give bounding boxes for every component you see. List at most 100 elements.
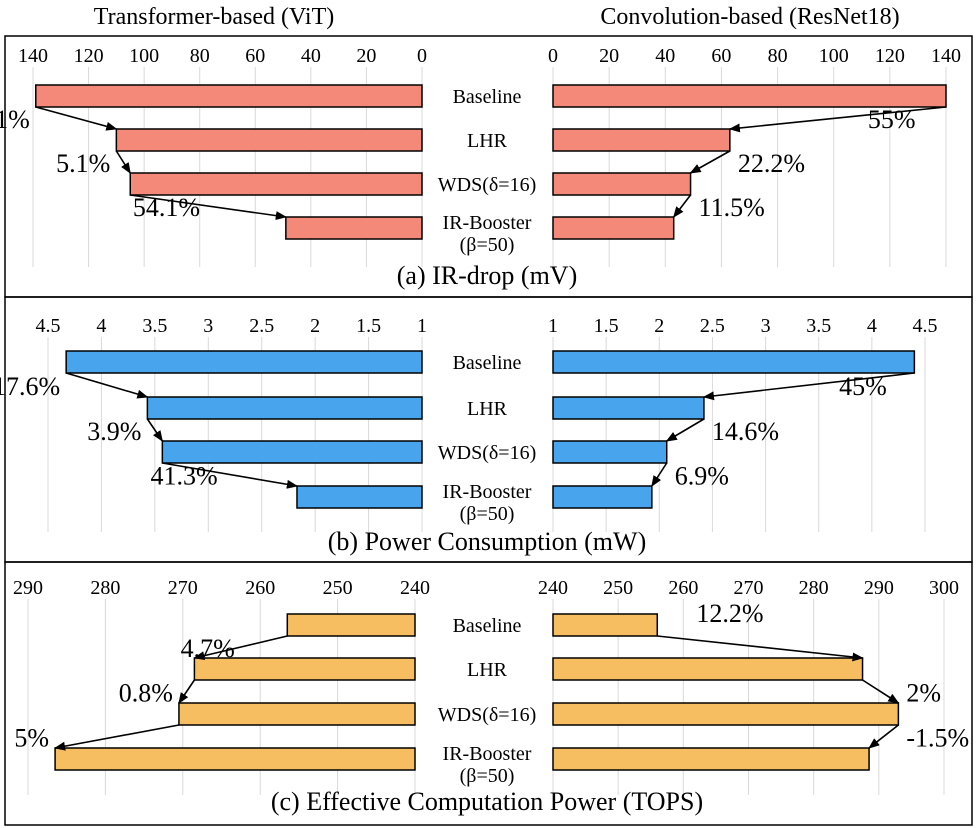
left-change-label: 0.8%: [119, 679, 173, 708]
left-tick-label: 240: [400, 577, 430, 599]
right-tick-label: 4.5: [913, 315, 938, 337]
left-change-arrow: [162, 462, 299, 489]
left-bar-2: [161, 440, 423, 464]
left-tick-label: 290: [13, 577, 43, 599]
left-change-label: 4.7%: [181, 634, 235, 663]
left-bar-0: [286, 613, 416, 637]
left-bar-0: [65, 350, 423, 374]
right-bar-2: [552, 172, 692, 196]
right-bar-0: [552, 84, 947, 108]
left-tick-label: 4.5: [36, 315, 61, 337]
left-change-arrow: [178, 679, 196, 704]
right-change-label: 2%: [906, 679, 941, 708]
right-change-arrow: [862, 679, 900, 704]
category-label: Baseline: [453, 86, 522, 108]
panel-1: 4.5 4 3.5 3 2.5 2 1.5 1 17.6% 3.9% 41.3% 1 1.5 2 2.5 3 3…: [0, 296, 973, 563]
right-tick-label: 3.5: [806, 315, 831, 337]
category-label-sub: (β=50): [460, 765, 515, 787]
right-change-arrow: [673, 194, 692, 218]
right-tick-label: 2.5: [700, 315, 725, 337]
category-label: WDS(δ=16): [438, 174, 536, 196]
left-tick-label: 1: [417, 315, 427, 337]
left-change-arrow: [115, 150, 131, 174]
right-tick-label: 270: [734, 577, 764, 599]
right-tick-label: 260: [668, 577, 698, 599]
right-tick-label: 300: [929, 577, 959, 599]
category-label: IR-Booster: [443, 743, 532, 765]
panel-2: 290 280 270 260 250 240 4.7% 0.8% 5% 240 250 260 270…: [4, 561, 973, 826]
left-bar-2: [178, 702, 416, 726]
right-change-arrow: [657, 635, 864, 662]
right-change-arrow: [702, 372, 915, 401]
left-bar-3: [54, 747, 416, 771]
right-change-label: 12.2%: [696, 599, 763, 628]
category-label: LHR: [467, 130, 508, 152]
right-change-label: 6.9%: [675, 462, 729, 491]
left-tick-label: 40: [301, 45, 321, 67]
right-change-arrow: [728, 106, 947, 133]
category-label: Baseline: [453, 352, 522, 374]
category-label-sub: (β=50): [460, 503, 515, 525]
right-change-label: 45%: [839, 372, 887, 401]
panel-border: [4, 561, 973, 826]
left-tick-label: 80: [190, 45, 210, 67]
right-bar-3: [552, 747, 870, 771]
right-tick-label: 80: [768, 45, 788, 67]
left-tick-label: 280: [90, 577, 120, 599]
category-label: LHR: [467, 659, 508, 681]
right-change-label: 14.6%: [712, 417, 779, 446]
left-bar-1: [193, 657, 416, 681]
left-tick-label: 270: [168, 577, 198, 599]
left-bar-1: [115, 128, 423, 152]
right-tick-label: 4: [867, 315, 877, 337]
category-label: Baseline: [453, 615, 522, 637]
right-bar-0: [552, 350, 916, 374]
left-bar-2: [129, 172, 423, 196]
right-tick-label: 1: [548, 315, 558, 337]
left-tick-label: 100: [129, 45, 159, 67]
left-bar-1: [146, 396, 423, 420]
left-tick-label: 4: [96, 315, 106, 337]
right-tick-label: 60: [711, 45, 731, 67]
left-tick-label: 120: [74, 45, 104, 67]
left-change-arrow: [53, 724, 180, 751]
left-change-label: 17.6%: [0, 372, 60, 401]
right-change-arrow: [689, 150, 731, 174]
left-change-label: 41.3%: [150, 462, 217, 491]
panel-title: (a) IR-drop (mV): [397, 261, 578, 290]
category-label: WDS(δ=16): [438, 704, 536, 726]
right-change-arrow: [868, 724, 899, 749]
left-column-title: Transformer-based (ViT): [94, 4, 334, 30]
right-bar-2: [552, 440, 668, 464]
right-bar-1: [552, 396, 705, 420]
left-change-label: 5.1%: [56, 149, 110, 178]
left-change-label: 54.1%: [133, 193, 200, 222]
left-tick-label: 2.5: [249, 315, 274, 337]
right-tick-label: 240: [538, 577, 568, 599]
left-tick-label: 3.5: [142, 315, 167, 337]
left-change-arrow: [35, 106, 118, 131]
left-tick-label: 0: [417, 45, 427, 67]
right-tick-label: 250: [603, 577, 633, 599]
category-label: IR-Booster: [443, 481, 532, 503]
left-change-label: 21%: [0, 105, 30, 134]
left-tick-label: 60: [245, 45, 265, 67]
right-bar-0: [552, 613, 659, 637]
category-label: WDS(δ=16): [438, 442, 536, 464]
right-change-label: 22.2%: [738, 149, 805, 178]
left-tick-label: 20: [356, 45, 376, 67]
right-change-label: 11.5%: [699, 193, 765, 222]
right-tick-label: 20: [599, 45, 619, 67]
left-bar-0: [35, 84, 423, 108]
left-tick-label: 250: [323, 577, 353, 599]
right-tick-label: 1.5: [594, 315, 619, 337]
category-label: LHR: [467, 398, 508, 420]
right-bar-3: [552, 216, 675, 240]
right-tick-label: 280: [799, 577, 829, 599]
right-bar-1: [552, 128, 731, 152]
right-bar-3: [552, 485, 653, 509]
panel-0: 140 120 100 80 60 40 20 0 21% 5.1% 54.1% 0 20 40 60 80 1…: [0, 35, 973, 298]
left-change-label: 3.9%: [87, 417, 141, 446]
right-tick-label: 140: [931, 45, 961, 67]
